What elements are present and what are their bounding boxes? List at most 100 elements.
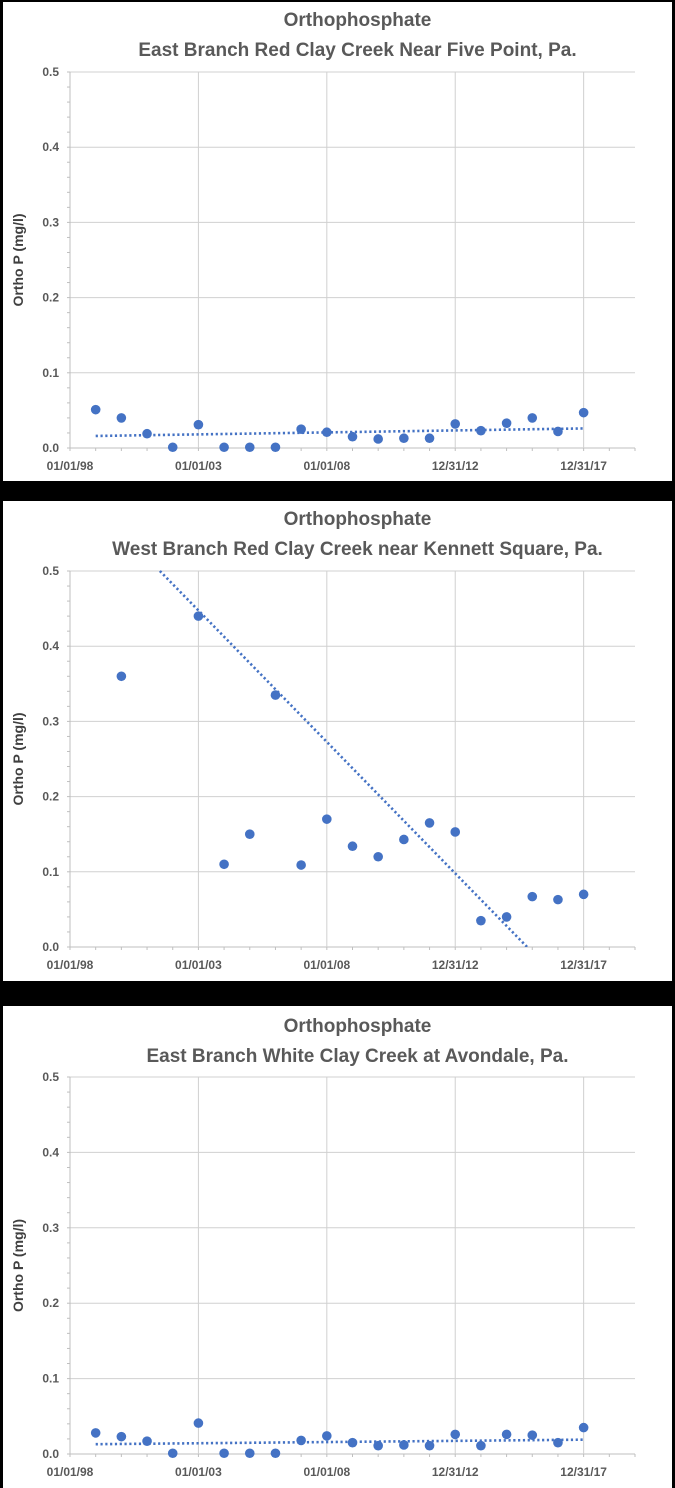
- y-tick-label: 0.3: [42, 714, 59, 728]
- y-tick-label: 0.0: [42, 940, 59, 954]
- data-point: [244, 829, 255, 839]
- data-point: [450, 1429, 461, 1440]
- y-tick-label: 0.3: [42, 215, 59, 229]
- data-point: [142, 428, 152, 439]
- data-point: [167, 442, 178, 453]
- data-point: [347, 841, 358, 852]
- data-point: [553, 1437, 563, 1448]
- data-point: [527, 413, 538, 423]
- x-tick-label: 01/01/08: [303, 958, 350, 972]
- x-tick-label: 01/01/08: [303, 459, 350, 473]
- y-tick-label: 0.0: [42, 1447, 59, 1461]
- data-point: [553, 426, 563, 437]
- x-tick-label: 01/01/03: [175, 958, 222, 972]
- x-tick-label: 12/31/12: [432, 459, 479, 473]
- y-tick-label: 0.4: [42, 639, 59, 653]
- data-point: [322, 427, 332, 438]
- data-point: [373, 434, 383, 444]
- data-point: [193, 1418, 204, 1428]
- data-point: [527, 891, 538, 902]
- data-point: [578, 407, 589, 418]
- chart-panel-west-branch-red-clay: Orthophosphate West Branch Red Clay Creek…: [3, 501, 672, 981]
- y-tick-label: 0.1: [42, 366, 59, 380]
- data-point: [193, 419, 204, 430]
- data-point: [270, 442, 281, 453]
- data-point: [219, 442, 229, 453]
- x-tick-label: 12/31/12: [432, 958, 479, 972]
- y-axis-label: Ortho P (mg/l): [10, 213, 26, 306]
- data-point: [501, 418, 512, 428]
- data-point: [347, 1437, 358, 1448]
- x-tick-label: 01/01/98: [47, 459, 94, 473]
- data-point: [116, 1431, 127, 1442]
- data-point: [219, 859, 229, 870]
- data-point: [399, 1440, 409, 1450]
- chart-subtitle: West Branch Red Clay Creek near Kennett …: [112, 539, 603, 560]
- data-point: [116, 671, 127, 682]
- chart-title: Orthophosphate: [284, 10, 432, 31]
- x-tick-label: 01/01/03: [175, 459, 222, 473]
- data-point: [90, 404, 101, 415]
- data-point: [476, 1440, 486, 1451]
- x-tick-label: 01/01/08: [303, 1465, 350, 1479]
- data-point: [553, 894, 563, 905]
- x-tick-label: 12/31/12: [432, 1465, 479, 1479]
- data-point: [450, 419, 461, 429]
- x-tick-label: 12/31/17: [560, 459, 607, 473]
- data-point: [296, 860, 306, 870]
- data-point: [167, 1448, 178, 1459]
- trendline: [95, 427, 584, 438]
- chart-title: Orthophosphate: [284, 1016, 432, 1037]
- y-tick-label: 0.2: [42, 291, 59, 305]
- data-point: [270, 1448, 281, 1459]
- data-point: [476, 915, 486, 926]
- y-tick-label: 0.4: [42, 140, 59, 154]
- data-point: [450, 827, 461, 837]
- data-point: [501, 912, 512, 922]
- chart-svg: Orthophosphate West Branch Red Clay Creek…: [10, 509, 636, 972]
- data-point: [424, 818, 435, 828]
- x-tick-label: 12/31/17: [560, 1465, 607, 1479]
- data-point: [501, 1429, 512, 1440]
- y-tick-label: 0.5: [42, 65, 59, 79]
- data-point: [373, 1440, 383, 1451]
- y-axis-label: Ortho P (mg/l): [10, 712, 26, 805]
- data-point: [219, 1448, 229, 1459]
- data-point: [373, 851, 383, 862]
- y-tick-label: 0.2: [42, 790, 59, 804]
- data-point: [116, 413, 127, 423]
- x-tick-label: 01/01/98: [47, 958, 94, 972]
- chart-svg: Orthophosphate East Branch White Clay Cre…: [10, 1016, 636, 1479]
- data-point: [322, 1431, 332, 1441]
- chart-title: Orthophosphate: [284, 509, 432, 530]
- data-point: [296, 424, 306, 435]
- data-point: [476, 425, 486, 436]
- chart-panel-east-branch-red-clay: Orthophosphate East Branch Red Clay Creek…: [3, 2, 672, 481]
- x-tick-label: 12/31/17: [560, 958, 607, 972]
- y-axis-label: Ortho P (mg/l): [10, 1219, 26, 1312]
- y-tick-label: 0.5: [42, 1070, 59, 1084]
- trendline: [95, 1438, 584, 1446]
- y-tick-label: 0.1: [42, 865, 59, 879]
- chart-panel-east-branch-white-clay: Orthophosphate East Branch White Clay Cre…: [3, 1006, 672, 1488]
- chart-subtitle: East Branch White Clay Creek at Avondale…: [146, 1046, 568, 1067]
- y-tick-label: 0.1: [42, 1372, 59, 1386]
- y-tick-label: 0.3: [42, 1221, 59, 1235]
- data-point: [527, 1430, 538, 1440]
- data-point: [193, 611, 204, 621]
- data-point: [578, 889, 589, 900]
- data-point: [322, 814, 332, 824]
- x-tick-label: 01/01/03: [175, 1465, 222, 1479]
- y-tick-label: 0.4: [42, 1145, 59, 1159]
- data-point: [142, 1436, 152, 1446]
- data-point: [270, 690, 281, 700]
- data-point: [90, 1428, 101, 1438]
- x-tick-label: 01/01/98: [47, 1465, 94, 1479]
- data-point: [424, 433, 435, 444]
- data-point: [424, 1440, 435, 1451]
- data-point: [399, 433, 409, 444]
- data-point: [578, 1422, 589, 1433]
- data-point: [347, 431, 358, 442]
- chart-subtitle: East Branch Red Clay Creek Near Five Poi…: [138, 40, 576, 61]
- data-point: [296, 1435, 306, 1446]
